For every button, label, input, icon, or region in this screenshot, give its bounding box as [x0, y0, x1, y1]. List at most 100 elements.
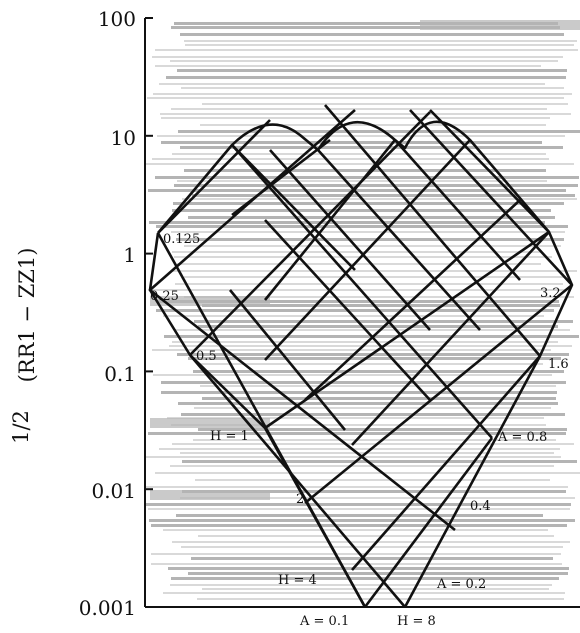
net-line [304, 283, 573, 505]
background-band [172, 341, 558, 343]
y-tick-label-100: 100 [98, 7, 136, 31]
background-band [184, 276, 565, 278]
background-band [171, 231, 565, 233]
background-band [157, 135, 565, 137]
background-band [169, 345, 572, 347]
label-A-3.2: 3.2 [540, 286, 561, 301]
net-line [351, 355, 541, 571]
net-line [231, 144, 356, 271]
background-band [153, 374, 552, 376]
background-band [146, 163, 574, 165]
background-band [153, 93, 572, 95]
background-band [202, 103, 568, 105]
net-line [228, 289, 347, 431]
background-band [198, 428, 567, 431]
background-band [161, 381, 566, 384]
background-band [171, 424, 546, 426]
y-tick-label-1: 1 [123, 243, 136, 267]
background-band [148, 508, 570, 510]
background-band [191, 557, 553, 560]
background-band [161, 141, 542, 144]
background-band [147, 97, 564, 99]
background-band [161, 117, 550, 119]
background-band [198, 363, 543, 365]
net-line [304, 199, 521, 401]
background-band [160, 113, 571, 115]
background-band [184, 40, 577, 42]
background-band [155, 49, 578, 51]
background-band [181, 87, 564, 89]
background-band [197, 598, 564, 600]
background-band [170, 584, 552, 586]
background-band [159, 83, 545, 85]
net-line [264, 230, 550, 430]
background-band [171, 270, 577, 272]
background-band [159, 448, 560, 450]
background-band [202, 588, 549, 590]
background-band [168, 567, 569, 570]
background-band [171, 26, 560, 29]
y-tick-label-0.01: 0.01 [91, 479, 136, 503]
background-band [150, 296, 270, 306]
background-band [148, 289, 566, 291]
label-A-0.4: 0.4 [470, 499, 491, 514]
background-band [180, 497, 575, 499]
label-0.25: 0.25 [150, 289, 179, 304]
background-band [192, 194, 575, 197]
background-band [170, 60, 558, 62]
background-band [181, 413, 565, 416]
background-band [172, 251, 542, 253]
net-lines [148, 104, 574, 608]
background-band [177, 69, 567, 72]
background-band [163, 592, 565, 594]
background-band [200, 385, 556, 387]
background-band [198, 535, 554, 537]
background-band [155, 65, 541, 67]
net-line [231, 138, 331, 217]
y-axis-label: 1/2 (RR1 − ZZ1) [9, 248, 39, 444]
background-band [172, 541, 570, 543]
label-A-0.2: A = 0.2 [436, 577, 486, 592]
y-axis-label-text: (RR1 − ZZ1) [15, 248, 39, 383]
background-band [167, 417, 544, 419]
background-band [202, 397, 556, 400]
label-0.5: 0.5 [196, 349, 217, 364]
background-band [175, 283, 563, 285]
background-band [171, 108, 547, 110]
net-line [363, 437, 494, 608]
net-line [394, 139, 521, 281]
background-band [161, 391, 557, 394]
background-band [145, 456, 561, 458]
background-band [202, 304, 560, 307]
background-band [174, 184, 578, 187]
background-band [182, 460, 577, 463]
background-band [149, 519, 575, 522]
background-band [171, 577, 559, 580]
background-band [173, 202, 564, 205]
background-band [166, 76, 566, 79]
net-line [351, 231, 550, 446]
background-band [156, 309, 554, 312]
background-band [172, 443, 574, 445]
background-band [174, 22, 558, 25]
background-band [156, 225, 568, 228]
net-line [189, 354, 406, 608]
background-band [151, 553, 561, 555]
net-line [324, 104, 541, 357]
y-axis-label-prefix: 1/2 [9, 410, 33, 444]
background-band [172, 153, 546, 155]
background-band [194, 320, 573, 323]
envelope-curve [148, 120, 574, 608]
background-band [155, 472, 580, 474]
background-band [174, 256, 552, 258]
background-band [163, 529, 548, 531]
background-band [146, 486, 568, 488]
label-H-8: H = 8 [397, 614, 436, 629]
background-band [177, 263, 541, 265]
background-band [198, 325, 558, 328]
background-bands [145, 20, 580, 600]
net-line [317, 149, 481, 331]
net-line [263, 139, 397, 301]
background-band [178, 130, 580, 133]
